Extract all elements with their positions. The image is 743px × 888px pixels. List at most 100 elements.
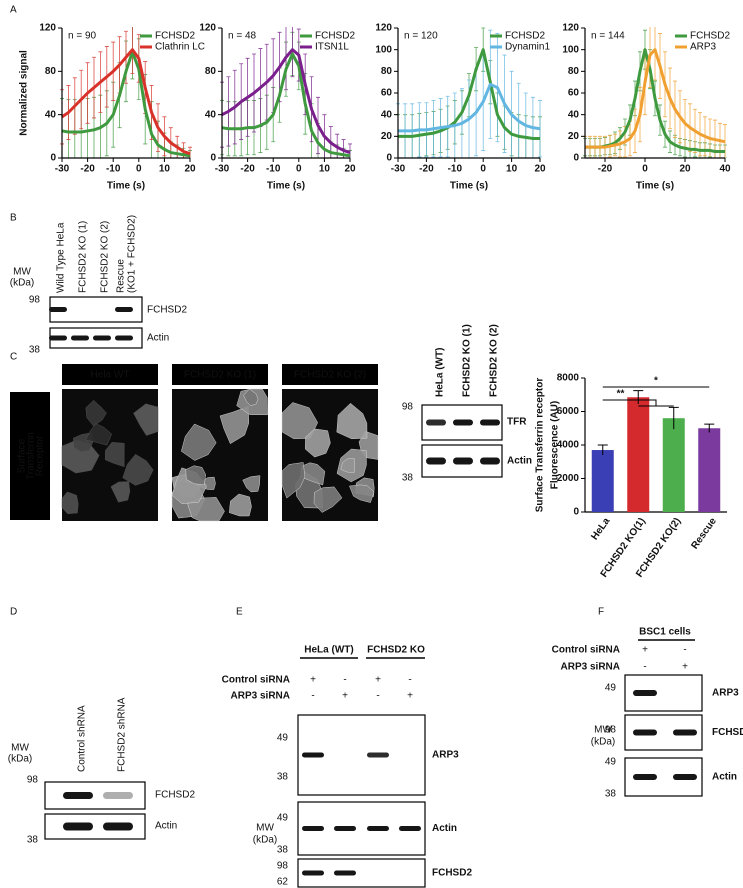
mw-label: MW	[11, 743, 29, 754]
y-tick-label: 80	[205, 66, 217, 77]
mw-label: (kDa)	[8, 754, 32, 765]
condition-label: FCHSD2 KO (1)	[184, 370, 256, 381]
band-label: FCHSD2	[147, 305, 187, 316]
panel-label: A	[10, 5, 17, 16]
significance: **	[617, 389, 625, 400]
y-tick-label: 100	[562, 44, 579, 55]
panel-label: E	[236, 607, 243, 618]
blot-box	[44, 781, 146, 810]
y-tick-label: 4000	[557, 440, 580, 451]
x-axis-label: Time (s)	[267, 181, 305, 192]
error-bar	[188, 146, 192, 158]
sign: -	[376, 691, 379, 702]
y-tick-label: 120	[199, 23, 216, 34]
y-tick-label: 40	[568, 109, 580, 120]
plot-area	[60, 27, 192, 158]
blot-band	[63, 822, 93, 831]
cell	[181, 423, 217, 461]
blot-band	[399, 826, 421, 831]
bar	[591, 450, 614, 512]
x-tick-label: -30	[215, 164, 230, 175]
series-line	[61, 48, 191, 156]
y-tick-label: 60	[568, 88, 580, 99]
error-bar	[668, 406, 679, 430]
mw-label: (kDa)	[10, 278, 34, 289]
blot-band	[633, 729, 657, 736]
sign: +	[407, 691, 413, 702]
group-label: FCHSD2 KO	[367, 645, 425, 656]
side-label: Surface	[17, 438, 28, 473]
condition-label: FCHSD2 KO (2)	[294, 370, 366, 381]
x-tick-label: Rescue	[689, 516, 719, 552]
condition-header	[172, 364, 268, 385]
cell	[110, 481, 131, 503]
y-tick-label: 40	[205, 109, 217, 120]
sign: +	[642, 645, 648, 656]
x-tick-label: -20	[419, 164, 434, 175]
plot-area	[220, 27, 352, 158]
series-line	[585, 48, 726, 149]
x-tick-label: -30	[391, 164, 406, 175]
x-tick-label: -30	[55, 164, 70, 175]
x-tick-label: 20	[184, 164, 196, 175]
y-tick-label: 0	[210, 153, 216, 164]
mw-marker: 98	[27, 775, 39, 786]
legend-label: FCHSD2	[690, 31, 730, 42]
band-label: TFR	[507, 417, 527, 428]
cell	[186, 497, 225, 522]
x-tick-label: 10	[319, 164, 331, 175]
cell	[281, 462, 306, 499]
blot-band	[453, 419, 473, 426]
cell	[340, 458, 355, 473]
mw-label: (kDa)	[253, 835, 277, 846]
blot-band	[426, 457, 446, 465]
x-tick-label: 20	[344, 164, 356, 175]
x-tick-label: -10	[448, 164, 463, 175]
x-tick-label: 0	[296, 164, 302, 175]
y-tick-label: 20	[568, 131, 580, 142]
sign: -	[643, 662, 646, 673]
y-tick-label: 0	[573, 507, 579, 518]
side-label: Transferrin	[26, 432, 37, 480]
sign: -	[408, 675, 411, 686]
y-tick-label: 20	[381, 131, 393, 142]
row-label: Control siRNA	[552, 645, 620, 656]
blot-band	[115, 307, 133, 312]
lane-label: FCHSD2 KO (2)	[489, 324, 500, 397]
series-line	[221, 48, 351, 155]
lane-label: FCHSD2 KO (1)	[462, 324, 473, 397]
y-tick-label: 0	[386, 153, 392, 164]
y-tick-label: 8000	[557, 373, 580, 384]
bar	[698, 428, 721, 512]
blot-band	[453, 457, 473, 465]
band-label: ARP3	[432, 750, 459, 761]
panel-label: D	[10, 607, 17, 618]
mw-label: MW	[256, 823, 274, 834]
condition-label: Hela WT	[91, 370, 130, 381]
cell	[185, 465, 206, 486]
sign: -	[683, 645, 686, 656]
group-label: HeLa (WT)	[304, 645, 353, 656]
lane-label: FCHSD2 KO (2)	[100, 221, 111, 293]
series-line	[221, 52, 351, 158]
condition-header	[62, 364, 158, 385]
lane-label: HeLa (WT)	[435, 348, 446, 397]
group-label: BSC1 cells	[639, 627, 691, 638]
x-tick-label: HeLa	[589, 516, 612, 543]
lane-label: Rescue	[116, 259, 127, 293]
blot-band	[302, 826, 324, 831]
mw-marker: 38	[402, 473, 414, 484]
cell	[104, 442, 125, 468]
blot-band	[367, 826, 389, 831]
y-tick-label: 80	[568, 66, 580, 77]
plot-area	[396, 27, 542, 158]
mw-label: MW	[594, 725, 612, 736]
cell	[229, 493, 252, 517]
annotation: n = 144	[591, 31, 625, 42]
lane-label: Control shRNA	[77, 705, 88, 772]
mw-marker: 38	[27, 835, 39, 846]
annotation: n = 120	[404, 31, 438, 42]
mw-marker: 38	[29, 345, 41, 356]
mw-marker: 38	[277, 772, 289, 783]
